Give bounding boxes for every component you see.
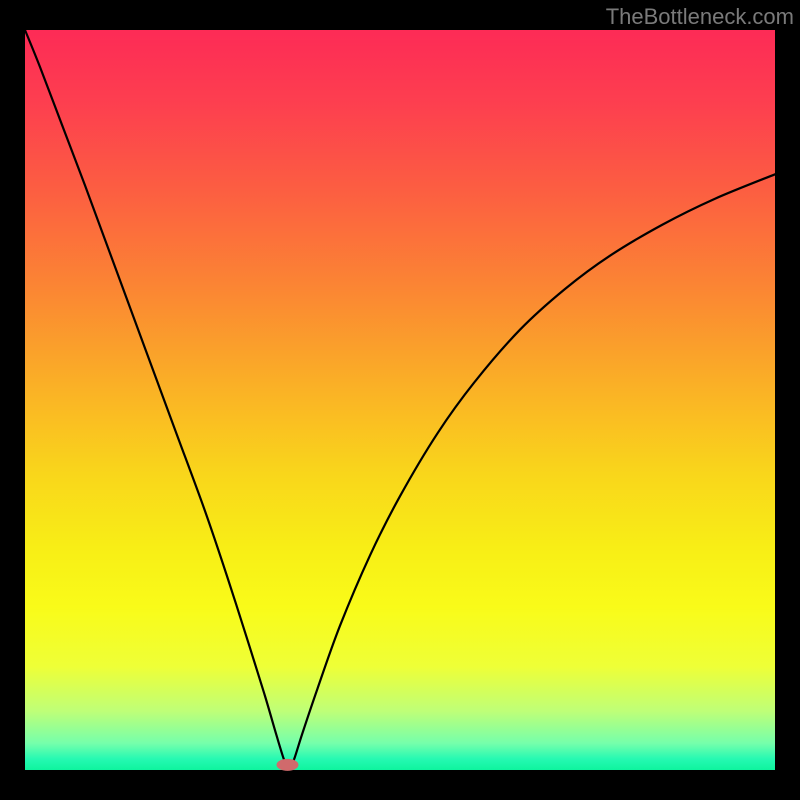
bottleneck-chart xyxy=(0,0,800,800)
minimum-marker xyxy=(277,759,299,771)
watermark-text: TheBottleneck.com xyxy=(606,4,794,30)
chart-root: TheBottleneck.com xyxy=(0,0,800,800)
plot-area xyxy=(25,30,775,770)
